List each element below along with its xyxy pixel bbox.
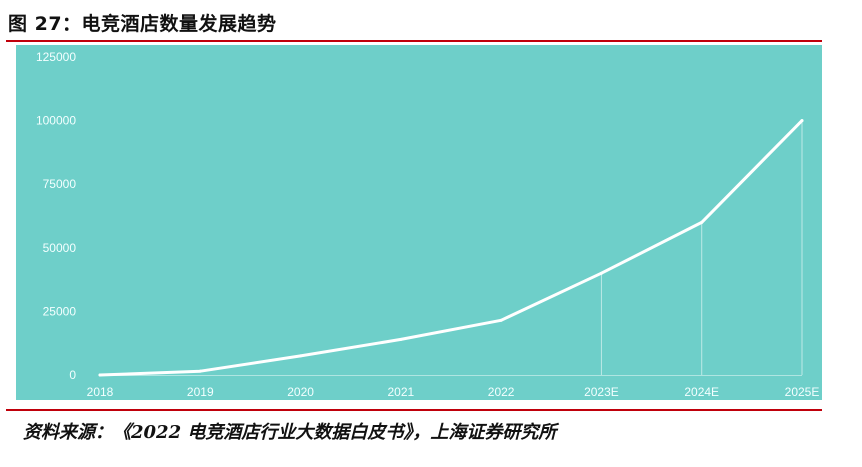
line-chart: 0 25000 50000 75000 100000 125000 2018 2019 202… (36, 50, 820, 399)
data-point (399, 337, 403, 341)
data-point (599, 271, 603, 275)
data-point (700, 220, 704, 224)
series-line (98, 119, 804, 377)
y-tick-label: 125000 (36, 50, 76, 64)
drop-lines (600, 120, 803, 375)
top-rule (6, 40, 822, 42)
bottom-rule (6, 409, 822, 411)
data-point (499, 318, 503, 322)
y-tick-label: 25000 (43, 304, 77, 318)
x-tick-label: 2020 (287, 385, 314, 399)
x-tick-label: 2023E (584, 385, 619, 399)
x-tick-label: 2019 (187, 385, 214, 399)
source-note: 资料来源：《2022 电竞酒店行业大数据白皮书》，上海证券研究所 (23, 422, 557, 443)
data-points (98, 119, 804, 377)
y-tick-label: 100000 (36, 114, 76, 128)
x-tick-label: 2018 (87, 385, 114, 399)
x-tick-label: 2025E (785, 385, 820, 399)
x-tick-label: 2022 (488, 385, 515, 399)
x-tick-label: 2021 (388, 385, 415, 399)
y-tick-label: 0 (69, 368, 76, 382)
data-point (299, 354, 303, 358)
data-point (198, 369, 202, 373)
data-point (800, 119, 804, 123)
y-axis-ticks: 0 25000 50000 75000 100000 125000 (36, 50, 76, 382)
y-tick-label: 75000 (43, 177, 77, 191)
data-point (98, 373, 102, 377)
x-axis-ticks: 2018 2019 2020 2021 2022 2023E 2024E 2025E (87, 385, 820, 399)
chart-panel (16, 45, 822, 400)
x-tick-label: 2024E (684, 385, 719, 399)
figure-title: 图 27：电竞酒店数量发展趋势 (8, 13, 277, 35)
y-tick-label: 50000 (43, 241, 77, 255)
